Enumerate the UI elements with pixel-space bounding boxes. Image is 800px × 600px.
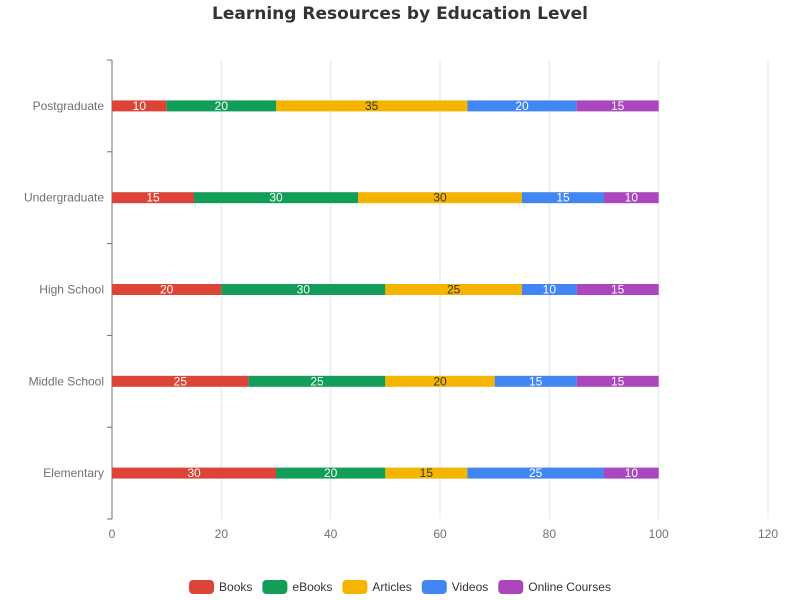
bar-segment[interactable]	[467, 100, 577, 112]
bar-value-label: 20	[215, 99, 229, 113]
legend-swatch	[421, 580, 447, 594]
x-tick-label: 0	[109, 527, 116, 541]
category-label: Middle School	[29, 374, 104, 388]
bar-segment[interactable]	[385, 375, 495, 387]
legend-swatch	[189, 580, 215, 594]
axes: 0 20 40 60 80 100 120 Elementary Middle School Hi…	[24, 59, 778, 541]
bar-value-label: 10	[625, 191, 639, 205]
bar-value-label: 25	[447, 283, 461, 297]
bar-value-label: 15	[611, 283, 625, 297]
x-tick-label: 120	[758, 527, 778, 541]
bar-value-label: 25	[529, 466, 543, 480]
bar-segment[interactable]	[604, 192, 659, 204]
legend-label: Videos	[452, 580, 488, 594]
chart-title: Learning Resources by Education Level	[212, 4, 588, 24]
bar-value-label: 20	[324, 466, 338, 480]
bar-segment[interactable]	[522, 192, 604, 204]
bar-segment[interactable]	[494, 375, 577, 387]
bar-value-label: 10	[543, 283, 557, 297]
bar-segment[interactable]	[112, 192, 194, 204]
bar-value-label: 20	[515, 99, 529, 113]
x-tick-label: 20	[215, 527, 229, 541]
bar-segment[interactable]	[276, 100, 468, 112]
legend-label: Online Courses	[528, 580, 611, 594]
bar-value-label: 25	[310, 374, 324, 388]
bar-segment[interactable]	[112, 284, 222, 295]
bar-value-label: 35	[365, 99, 379, 113]
bars: 30 20 15 25 10 25 25 20 15 15 20 30 25 10 15 15 30 30 15 10…	[112, 99, 659, 480]
category-label: Elementary	[43, 466, 104, 480]
bar-value-label: 25	[174, 374, 188, 388]
bar-value-label: 15	[556, 191, 570, 205]
category-label: Postgraduate	[33, 99, 105, 113]
x-tick-label: 40	[324, 527, 338, 541]
bar-segment[interactable]	[576, 375, 659, 387]
bar-value-label: 15	[146, 191, 160, 205]
bar-segment[interactable]	[385, 284, 522, 295]
bar-segment[interactable]	[276, 467, 386, 479]
bar-value-label: 15	[611, 374, 625, 388]
legend-item[interactable]: Articles	[342, 580, 412, 594]
legend-swatch	[498, 580, 524, 594]
bar-segment[interactable]	[358, 192, 522, 204]
legend-label: eBooks	[292, 580, 332, 594]
bar-value-label: 20	[160, 283, 174, 297]
bar-segment[interactable]	[385, 467, 468, 479]
bar-segment[interactable]	[604, 467, 659, 479]
x-tick-label: 60	[433, 527, 447, 541]
bar-segment[interactable]	[166, 100, 276, 112]
bar-value-label: 30	[269, 191, 283, 205]
category-label: High School	[39, 283, 104, 297]
bar-value-label: 30	[297, 283, 311, 297]
legend-item[interactable]: eBooks	[262, 580, 332, 594]
bar-value-label: 15	[529, 374, 543, 388]
legend-swatch	[342, 580, 368, 594]
bar-segment[interactable]	[221, 284, 386, 295]
x-tick-label: 100	[649, 527, 669, 541]
legend-item[interactable]: Online Courses	[498, 580, 611, 594]
legend-label: Articles	[372, 580, 411, 594]
bar-segment[interactable]	[112, 467, 276, 479]
bar-segment[interactable]	[194, 192, 358, 204]
bar-segment[interactable]	[467, 467, 604, 479]
legend-label: Books	[219, 580, 252, 594]
legend[interactable]: Books eBooks Articles Videos Online Courses	[189, 580, 611, 594]
bar-value-label: 10	[133, 99, 147, 113]
bar-segment[interactable]	[576, 284, 659, 295]
bar-value-label: 15	[611, 99, 625, 113]
legend-swatch	[262, 580, 288, 594]
bar-segment[interactable]	[522, 284, 577, 295]
bar-value-label: 20	[433, 374, 447, 388]
bar-value-label: 15	[420, 466, 434, 480]
bar-segment[interactable]	[576, 100, 659, 112]
category-label: Undergraduate	[24, 191, 104, 205]
x-tick-label: 80	[543, 527, 557, 541]
bar-segment[interactable]	[112, 375, 249, 387]
legend-item[interactable]: Books	[189, 580, 252, 594]
bar-value-label: 30	[187, 466, 201, 480]
bar-value-label: 10	[625, 466, 639, 480]
bar-segment[interactable]	[248, 375, 386, 387]
bar-segment[interactable]	[112, 100, 167, 112]
bar-value-label: 30	[433, 191, 447, 205]
legend-item[interactable]: Videos	[421, 580, 488, 594]
